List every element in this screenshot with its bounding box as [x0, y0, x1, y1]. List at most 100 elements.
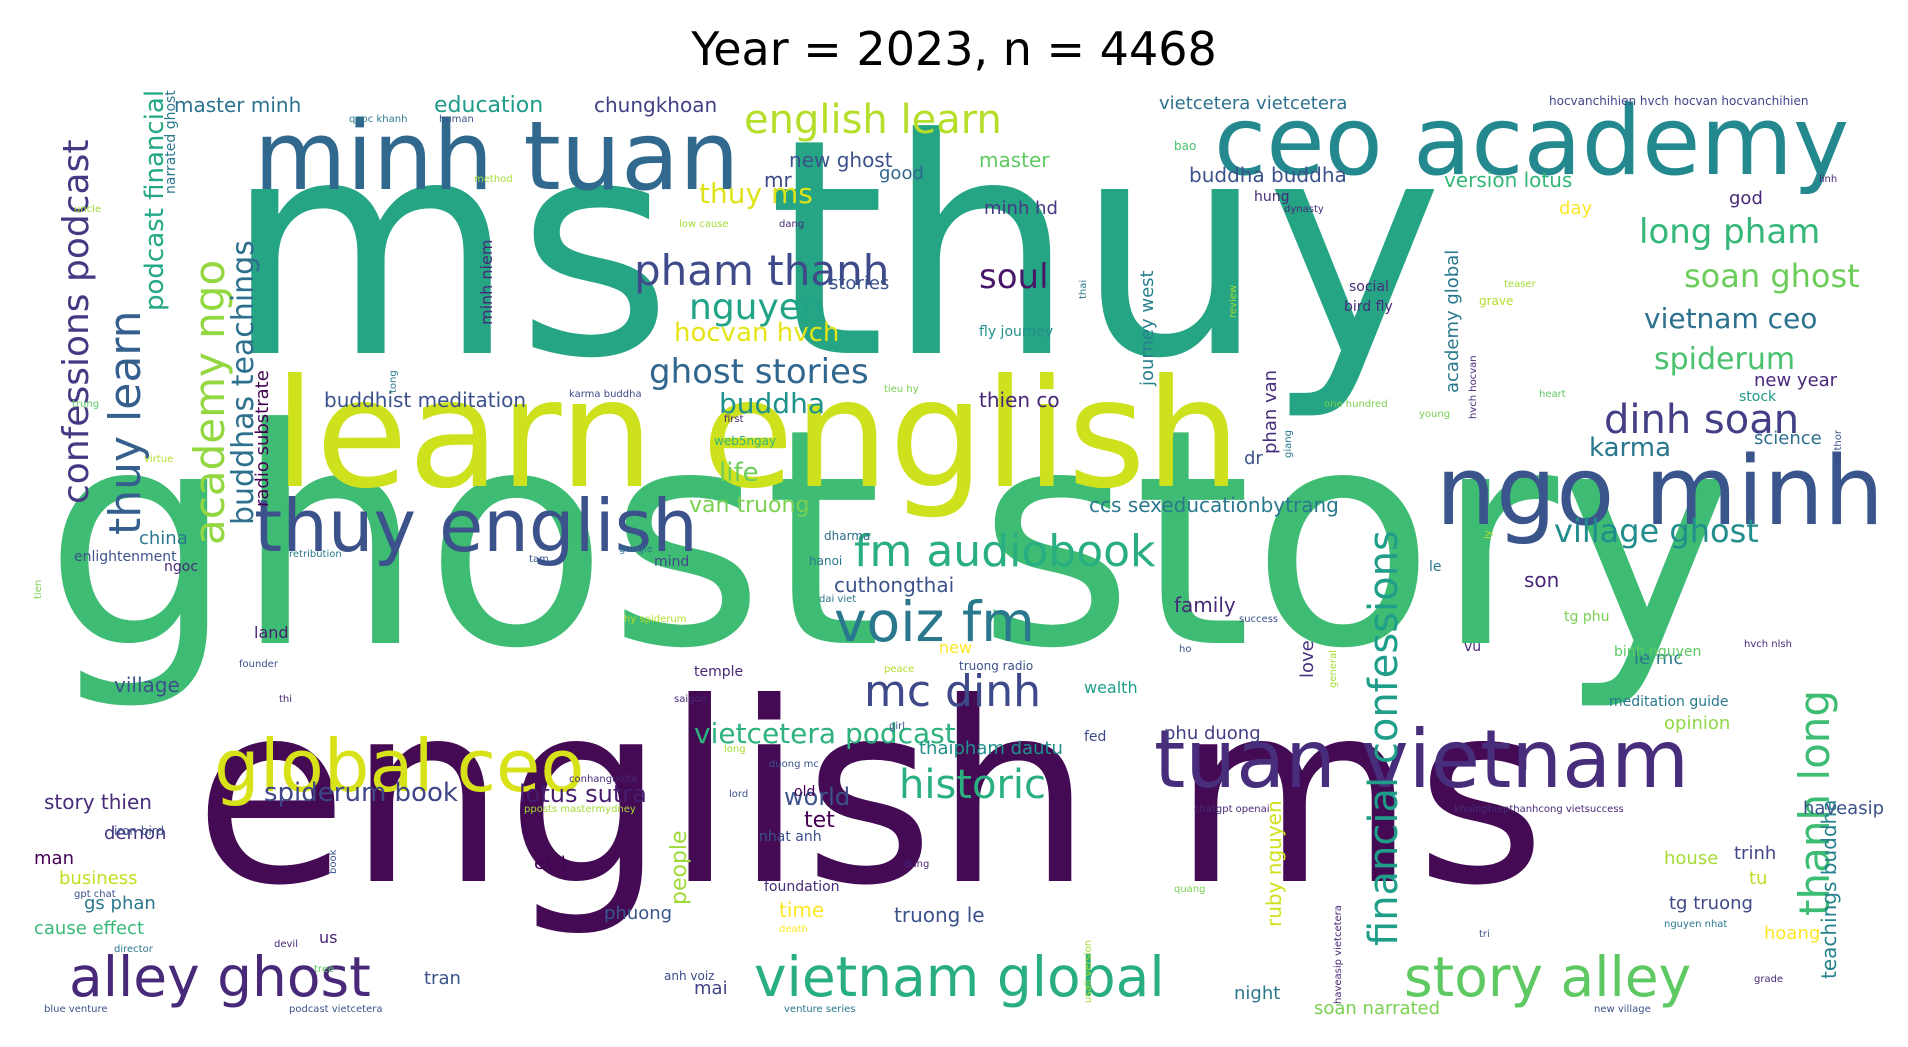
word-vietnam-global: vietnam global — [754, 945, 1165, 1009]
word-mr: mr — [764, 168, 792, 192]
word-version-lotus: version lotus — [1444, 168, 1573, 192]
word-new: new — [939, 638, 973, 657]
word-phuong: phuong — [604, 903, 673, 924]
word-young: young — [1419, 409, 1451, 420]
word-lord: lord — [729, 789, 749, 800]
word-death: death — [779, 924, 808, 935]
word-ghost-story: ghost story — [44, 365, 1736, 714]
word-truong-le: truong le — [894, 903, 985, 927]
word-google: google — [619, 544, 653, 555]
word-blue-venture: blue venture — [44, 1004, 108, 1015]
word-trinh: trinh — [1734, 843, 1777, 864]
word-phu-duong: phu duong — [1164, 723, 1261, 744]
word-financial-confessions: financial confessions — [1361, 530, 1407, 946]
word-usali-version: usali version — [1083, 939, 1094, 1003]
word-grade: grade — [1754, 974, 1784, 985]
word-ceo-academy: ceo academy — [1214, 90, 1850, 197]
word-tien: tien — [33, 579, 44, 599]
word-director: director — [114, 944, 153, 955]
word-thuy-learn: thuy learn — [100, 310, 151, 535]
word-land: land — [254, 623, 289, 642]
word-ghost-stories: ghost stories — [649, 352, 869, 392]
word-master: master — [979, 148, 1050, 172]
word-tree: tree — [314, 964, 335, 975]
word-hocvan-hvch: hocvan hvch — [674, 318, 840, 348]
word-business: business — [59, 868, 138, 889]
word-social: social — [1349, 279, 1389, 295]
word-hvch-nlsh: hvch nlsh — [1744, 639, 1792, 650]
word-old: old — [794, 784, 816, 800]
word-china: china — [139, 528, 188, 549]
word-tg-phu: tg phu — [1564, 609, 1610, 625]
word-science: science — [1754, 428, 1822, 449]
word-cloud: ms thuy ghost story english ms learn englis… — [24, 90, 1884, 1020]
word-retribution: retribution — [289, 549, 342, 560]
word-good: good — [879, 163, 924, 184]
word-village-ghost: village ghost — [1554, 512, 1759, 550]
word-dung: dung — [904, 859, 930, 870]
word-journey-west: journey west — [1137, 270, 1158, 386]
word-tg-truong: tg truong — [1669, 893, 1753, 914]
word-le: le — [1429, 559, 1442, 575]
word-pposts-mastermydney: pposts mastermydney — [524, 804, 636, 815]
word-historic: historic — [899, 762, 1047, 808]
word-bird-fly: bird fly — [1344, 299, 1393, 315]
word-story-thien: story thien — [44, 790, 152, 814]
word-karma-buddha: karma buddha — [569, 389, 642, 400]
word-first: first — [724, 414, 744, 425]
word-anh-voiz: anh voiz — [664, 969, 715, 983]
word-family: family — [1174, 593, 1236, 617]
word-method: method — [474, 174, 513, 185]
word-ms-thuy: ms thuy — [224, 90, 1444, 424]
word-soul: soul — [979, 257, 1049, 297]
word-vietcetera-podcast: vietcetera podcast — [694, 717, 956, 750]
word-day: day — [1559, 198, 1593, 219]
word-lotus-sutra: lotus sutra — [519, 780, 647, 808]
word-venture-series: venture series — [784, 1004, 856, 1015]
word-man: man — [34, 848, 74, 869]
word-spiderum-book: spiderum book — [264, 778, 458, 808]
word-mc-dinh: mc dinh — [864, 666, 1041, 717]
word-story-alley: story alley — [1404, 945, 1692, 1009]
word-ruby-nguyen: ruby nguyen — [1262, 800, 1286, 927]
word-nguyen: nguyen — [689, 287, 824, 328]
word-ccs-sexeducationbytrang: ccs sexeducationbytrang — [1089, 493, 1339, 517]
word-soan-ghost: soan ghost — [1684, 257, 1860, 295]
word-grave: grave — [1479, 294, 1514, 308]
word-soan-narrated: soan narrated — [1314, 998, 1441, 1019]
word-chungkhoan: chungkhoan — [594, 93, 718, 117]
word-people: people — [667, 830, 692, 905]
word-chatgpt-openai: chatgpt openai — [1194, 804, 1270, 815]
word-haveasip-vietcetera: haveasip vietcetera — [1333, 905, 1344, 1004]
word-master-minh: master minh — [174, 93, 302, 117]
word-hung: hung — [1254, 189, 1290, 205]
word-hy-spiderum: hy spiderum — [624, 614, 687, 625]
word-podcast-vietcetera: podcast vietcetera — [289, 1004, 383, 1015]
word-buddha-buddha: buddha buddha — [1189, 163, 1347, 187]
word-tran: tran — [424, 968, 461, 989]
word-heart: heart — [1539, 389, 1566, 400]
word-vu: vu — [1464, 639, 1482, 655]
word-tuan-vietnam: tuan vietnam — [1154, 713, 1690, 806]
word-buddhist-meditation: buddhist meditation — [324, 388, 527, 412]
chart-title: Year = 2023, n = 4468 — [691, 22, 1217, 76]
word-academy-ngo: academy ngo — [185, 259, 234, 545]
word-conhanguoita: conhanguoita — [569, 774, 638, 785]
word-ly: ly — [1483, 530, 1494, 539]
word-minh-tuan: minh tuan — [254, 102, 740, 212]
word-cause-effect: cause effect — [34, 918, 145, 939]
word-god: god — [1729, 188, 1763, 209]
word-phan-van: phan van — [1260, 369, 1281, 454]
word-foundation: foundation — [764, 879, 840, 895]
word-life: life — [719, 458, 759, 488]
word-vietcetera-vietcetera: vietcetera vietcetera — [1159, 93, 1348, 114]
word-iron-bird: iron bird — [114, 824, 165, 838]
word-tong: tong — [388, 370, 399, 393]
word-narrated-ghost: narrated ghost — [163, 90, 179, 194]
word-vietnam-ceo: vietnam ceo — [1644, 302, 1818, 335]
word-khoinghiepthanhcong-vietsuccess: khoinghiepthanhcong vietsuccess — [1454, 804, 1624, 815]
word-dang: dang — [779, 219, 805, 230]
word-ngoc: ngoc — [164, 559, 199, 575]
word-thai: thai — [1078, 279, 1089, 299]
word-ngo-minh: ngo minh — [1435, 437, 1884, 547]
